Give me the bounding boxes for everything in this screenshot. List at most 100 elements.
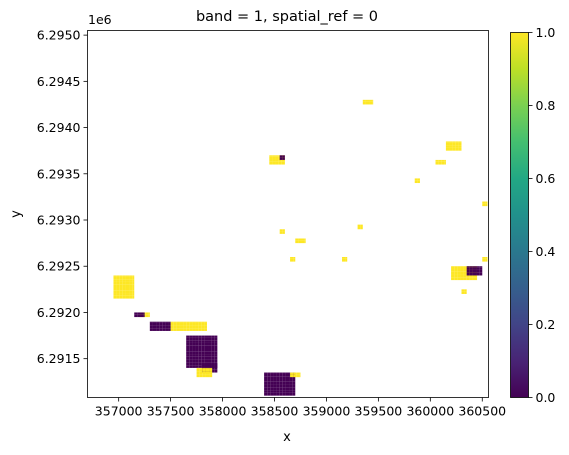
raster-cell xyxy=(195,325,199,329)
raster-cell xyxy=(290,374,294,378)
raster-cell xyxy=(201,345,205,349)
raster-cell xyxy=(457,277,461,281)
raster-cell xyxy=(472,274,477,278)
raster-cell xyxy=(289,376,293,380)
raster-cell xyxy=(122,279,126,282)
raster-cell xyxy=(417,180,420,184)
raster-cell xyxy=(270,372,274,374)
raster-cell xyxy=(129,284,133,288)
raster-cell xyxy=(296,372,300,375)
raster-cell xyxy=(472,266,477,268)
raster-cell xyxy=(125,284,130,288)
raster-cell xyxy=(292,392,296,396)
raster-cell xyxy=(460,277,464,281)
raster-cell xyxy=(469,266,473,268)
raster-cell xyxy=(445,147,450,151)
raster-cell xyxy=(189,328,193,331)
raster-cell xyxy=(113,293,117,296)
raster-cell xyxy=(270,392,274,396)
raster-cell xyxy=(170,325,174,329)
raster-cell xyxy=(186,322,190,326)
raster-cell xyxy=(276,372,280,374)
raster-cell xyxy=(208,359,212,363)
raster-cell xyxy=(208,348,212,352)
raster-cell xyxy=(461,289,465,292)
raster-cell xyxy=(195,345,199,349)
raster-cell xyxy=(189,345,193,349)
raster-cell xyxy=(152,322,157,326)
raster-cell xyxy=(211,337,215,341)
raster-cell xyxy=(211,335,215,338)
raster-cell xyxy=(275,156,279,159)
plot-frame xyxy=(87,30,489,398)
raster-cell xyxy=(186,351,190,355)
raster-cell xyxy=(168,322,171,326)
raster-cell xyxy=(195,351,199,355)
raster-cell xyxy=(204,359,209,363)
raster-cell xyxy=(279,387,283,391)
raster-cell xyxy=(276,376,280,380)
raster-cell xyxy=(482,256,486,259)
raster-cell xyxy=(372,99,374,102)
raster-cell xyxy=(435,159,439,162)
raster-cell xyxy=(119,295,123,299)
raster-cell xyxy=(454,277,458,281)
raster-cell xyxy=(457,274,461,278)
raster-cell xyxy=(451,269,455,272)
raster-cell xyxy=(143,314,145,318)
raster-cell xyxy=(469,269,473,273)
raster-cell xyxy=(357,226,361,230)
raster-cell xyxy=(195,362,199,366)
raster-cell xyxy=(457,266,461,270)
raster-cell xyxy=(208,364,212,367)
raster-cell xyxy=(195,356,199,360)
raster-cell xyxy=(476,277,478,281)
raster-cell xyxy=(211,359,215,363)
raster-cell xyxy=(208,351,212,355)
raster-cell xyxy=(198,365,202,368)
x-tick-label: 358000 xyxy=(199,404,247,419)
raster-cell xyxy=(214,359,218,363)
y-tick-label: 6.2950 xyxy=(37,28,81,43)
raster-cell xyxy=(186,342,190,346)
raster-cell xyxy=(289,390,293,393)
raster-cell xyxy=(444,161,446,165)
raster-cell xyxy=(463,271,467,275)
raster-cell xyxy=(211,356,215,360)
raster-cell xyxy=(125,279,130,282)
raster-cell xyxy=(270,384,274,388)
raster-cell xyxy=(183,322,187,326)
raster-cell xyxy=(273,387,277,391)
raster-cell xyxy=(199,374,203,378)
raster-cell xyxy=(289,387,293,391)
raster-cell xyxy=(476,274,478,278)
raster-cell xyxy=(113,287,117,291)
y-tick-label: 6.2945 xyxy=(37,74,81,89)
raster-cell xyxy=(360,226,363,230)
raster-cell xyxy=(452,147,456,151)
raster-cell xyxy=(189,335,193,338)
raster-cell xyxy=(214,335,218,338)
raster-cell xyxy=(292,387,296,391)
raster-cell xyxy=(463,274,467,278)
x-tick-label: 357500 xyxy=(147,404,195,419)
raster-cell xyxy=(189,354,193,357)
raster-cell xyxy=(282,157,285,160)
raster-cell xyxy=(273,390,277,393)
raster-cell xyxy=(192,321,196,323)
raster-cell xyxy=(369,101,373,105)
raster-cell xyxy=(469,267,473,270)
raster-cell xyxy=(186,356,190,360)
raster-cell xyxy=(372,101,374,105)
raster-cell xyxy=(293,372,297,375)
raster-cell xyxy=(451,271,455,275)
raster-cell xyxy=(267,390,271,393)
raster-cell xyxy=(186,325,190,329)
raster-cell xyxy=(264,379,268,382)
raster-cell xyxy=(476,266,480,268)
raster-cell xyxy=(369,99,373,102)
raster-cell xyxy=(270,390,274,393)
raster-cell xyxy=(186,345,190,349)
raster-cell xyxy=(189,356,193,360)
raster-cell xyxy=(156,328,160,331)
